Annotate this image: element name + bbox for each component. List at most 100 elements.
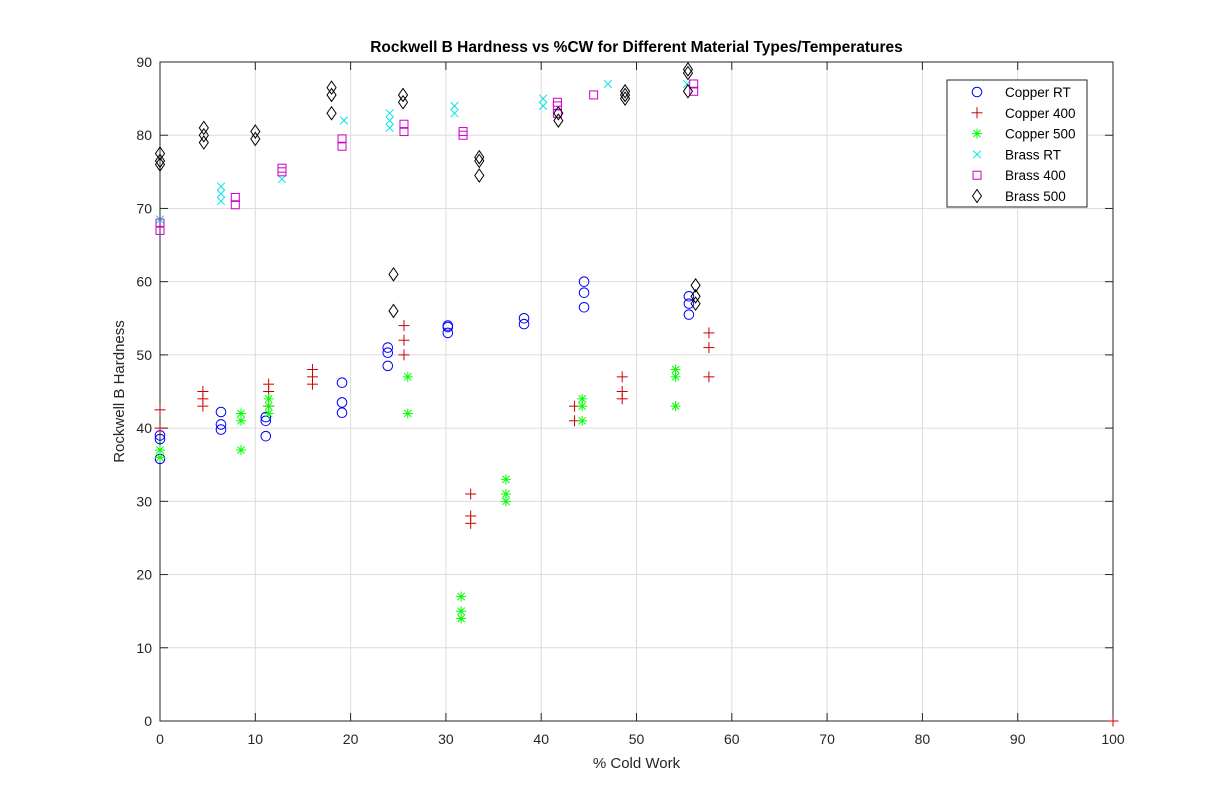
- data-point: [250, 131, 261, 147]
- data-point: [154, 153, 166, 169]
- data-point: [260, 411, 272, 423]
- legend-box: [946, 79, 1088, 208]
- x-tick-label: 30: [438, 731, 454, 747]
- data-point: [456, 606, 467, 617]
- legend-entry-label: Brass 400: [1005, 168, 1066, 183]
- legend-marker: [972, 128, 982, 139]
- data-point: [382, 342, 394, 353]
- data-point: [337, 141, 347, 151]
- data-point: [399, 119, 409, 129]
- data-point: [398, 320, 410, 332]
- data-point: [236, 408, 247, 419]
- data-point: [154, 422, 166, 434]
- data-point: [197, 386, 209, 397]
- data-point: [397, 87, 409, 103]
- data-point: [500, 474, 511, 485]
- data-point: [683, 298, 695, 309]
- x-tick-label: 50: [629, 731, 645, 747]
- data-point: [326, 87, 337, 103]
- x-tick-label: 70: [819, 731, 835, 747]
- series-brass-rt: [155, 79, 692, 224]
- data-point: [703, 371, 715, 383]
- data-point: [577, 393, 588, 404]
- data-point: [397, 94, 409, 110]
- data-point: [260, 430, 272, 442]
- legend-entry-label: Brass RT: [1005, 147, 1061, 162]
- data-point: [230, 192, 240, 202]
- legend-marker: [971, 86, 983, 98]
- x-tick-label: 80: [915, 731, 931, 747]
- data-point: [603, 79, 613, 89]
- data-point: [263, 401, 274, 412]
- data-point: [263, 393, 274, 404]
- data-point: [518, 318, 530, 330]
- series-copper-rt: [154, 276, 695, 465]
- data-point: [230, 200, 240, 210]
- x-tick-label: 40: [533, 731, 549, 747]
- data-point: [683, 291, 695, 302]
- data-point: [553, 105, 564, 121]
- data-point: [703, 342, 715, 354]
- data-point: [215, 406, 227, 418]
- data-point: [670, 401, 681, 412]
- legend-entry-label: Copper 400: [1005, 106, 1076, 121]
- data-point: [577, 401, 588, 412]
- data-point: [388, 303, 399, 319]
- axis-ticks: 0 10 20 30 40 50 60 70 80 90 100 0 10 20 30 40 50 60 70 80 9…: [136, 54, 1124, 747]
- data-point: [398, 334, 410, 346]
- series-brass-500: [154, 61, 701, 319]
- data-point: [154, 433, 166, 445]
- data-point: [336, 377, 348, 389]
- legend: Copper RT Copper 400 Copper 500 Brass RT Bra…: [946, 79, 1088, 208]
- data-point: [216, 182, 226, 191]
- x-tick-label: 90: [1010, 731, 1026, 747]
- data-point: [577, 415, 588, 426]
- data-point: [456, 591, 467, 602]
- data-point: [670, 364, 681, 375]
- y-tick-label: 90: [136, 54, 152, 70]
- data-point: [1107, 715, 1119, 727]
- data-point: [326, 105, 337, 121]
- data-point: [450, 109, 459, 118]
- y-tick-label: 0: [144, 713, 152, 729]
- x-tick-label: 100: [1101, 731, 1125, 747]
- data-point: [682, 83, 694, 99]
- x-tick-label: 10: [248, 731, 264, 747]
- data-point: [402, 371, 413, 382]
- data-point: [385, 109, 394, 118]
- data-point: [339, 116, 349, 125]
- data-point: [689, 86, 699, 96]
- data-point: [670, 371, 681, 382]
- legend-marker: [972, 170, 982, 180]
- chart-title: Rockwell B Hardness vs %CW for Different…: [370, 39, 903, 56]
- data-point: [336, 397, 348, 408]
- data-point: [465, 488, 477, 500]
- data-point: [337, 134, 347, 144]
- data-point: [388, 266, 399, 282]
- data-point: [263, 378, 275, 390]
- legend-entry-label: Copper 500: [1005, 127, 1076, 142]
- legend-marker: [972, 150, 982, 159]
- data-point: [155, 225, 165, 235]
- x-tick-label: 20: [343, 731, 359, 747]
- data-point: [578, 276, 590, 287]
- data-point: [277, 163, 287, 173]
- data-point: [385, 116, 394, 125]
- data-point: [518, 312, 530, 324]
- y-tick-label: 50: [136, 347, 152, 363]
- data-point: [682, 61, 694, 77]
- data-point: [538, 94, 548, 103]
- data-point: [616, 371, 628, 383]
- y-axis-label: Rockwell B Hardness: [111, 320, 128, 463]
- data-point: [154, 146, 166, 161]
- data-point: [442, 320, 454, 331]
- data-point: [155, 445, 165, 456]
- legend-marker: [971, 188, 983, 204]
- data-point: [215, 419, 227, 430]
- data-point: [399, 127, 409, 137]
- x-tick-label: 0: [156, 731, 164, 747]
- data-point: [578, 301, 590, 313]
- x-axis-label: % Cold Work: [593, 755, 681, 772]
- data-point: [690, 288, 701, 304]
- data-point: [326, 80, 337, 96]
